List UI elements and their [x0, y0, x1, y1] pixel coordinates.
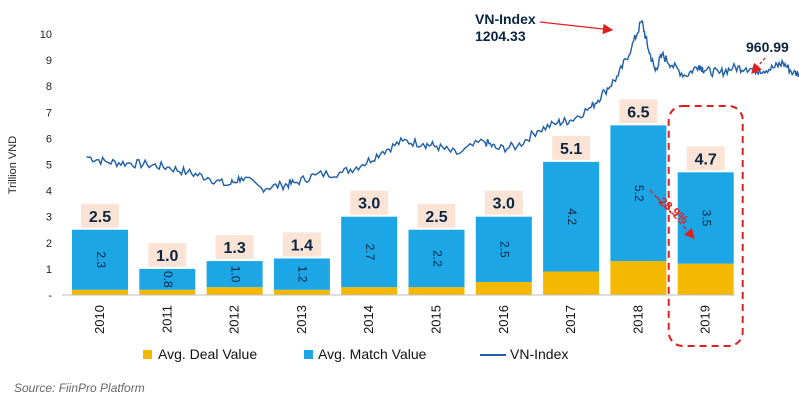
match-value-label: 2.5 — [498, 241, 512, 258]
y-tick-label: 8 — [46, 81, 52, 93]
match-value-label: 2.7 — [363, 244, 377, 261]
legend-swatch-deal — [143, 350, 152, 359]
y-tick-label: 3 — [46, 212, 52, 224]
match-value-label: 2.3 — [94, 251, 108, 268]
bar-deal-value — [543, 272, 599, 295]
y-tick-label: 5 — [46, 160, 52, 172]
legend: Avg. Deal Value Avg. Match Value VN-Index — [143, 346, 568, 362]
bar-deal-value — [139, 290, 195, 295]
match-value-label: 0.8 — [161, 271, 175, 288]
y-tick-label: 9 — [46, 55, 52, 67]
bar-deal-value — [409, 287, 465, 295]
match-value-label: 2.2 — [430, 250, 444, 267]
bar-deal-value — [274, 290, 330, 295]
match-value-label: 4.2 — [565, 208, 579, 225]
y-tick-label: 7 — [46, 107, 52, 119]
x-tick-label: 2012 — [227, 305, 242, 334]
x-tick-label: 2017 — [563, 305, 578, 334]
y-tick-label: 1 — [46, 264, 52, 276]
legend-label-index: VN-Index — [510, 346, 568, 362]
y-axis-title: Trillion VND — [7, 136, 19, 194]
bar-deal-value — [207, 287, 263, 295]
last-value-annotation: 960.99 — [746, 39, 789, 55]
match-value-label: 1.0 — [228, 266, 242, 283]
x-axis: 2010 2011 2012 2013 2014 2015 2016 2017 2018 2019 — [62, 295, 735, 334]
x-tick-label: 2010 — [92, 305, 107, 334]
total-value-label: 1.4 — [291, 237, 313, 254]
peak-annotation-value: 1204.33 — [475, 28, 526, 44]
x-tick-label: 2018 — [630, 305, 645, 334]
y-tick-label: 4 — [46, 186, 52, 198]
total-value-label: 1.0 — [156, 248, 178, 265]
peak-annotation-label: VN-Index — [475, 11, 536, 27]
source-note: Source: FiinPro Platform — [14, 381, 145, 395]
peak-arrow — [540, 22, 612, 30]
total-value-label: 4.7 — [695, 151, 717, 168]
total-value-label: 3.0 — [358, 196, 380, 213]
bar-deal-value — [72, 290, 128, 295]
total-value-label: 2.5 — [89, 209, 111, 226]
y-tick-label: - — [48, 290, 52, 302]
bar-deal-value — [678, 264, 734, 295]
legend-swatch-match — [304, 350, 313, 359]
x-tick-label: 2014 — [361, 305, 376, 334]
y-tick-label: 6 — [46, 133, 52, 145]
total-value-label: 5.1 — [560, 141, 582, 158]
match-value-label: 3.5 — [700, 210, 714, 227]
match-value-label: 5.2 — [632, 185, 646, 202]
x-tick-label: 2011 — [159, 305, 174, 333]
match-value-label: 1.2 — [296, 266, 310, 283]
y-axis: - 1 2 3 4 5 6 7 8 9 10 — [40, 29, 53, 302]
total-value-label: 1.3 — [223, 240, 245, 257]
y-tick-label: 2 — [46, 238, 52, 250]
x-tick-label: 2019 — [698, 305, 713, 334]
bar-deal-value — [610, 261, 666, 295]
total-value-label: 3.0 — [493, 196, 515, 213]
x-tick-label: 2016 — [496, 305, 511, 334]
legend-label-deal: Avg. Deal Value — [158, 346, 257, 362]
bar-deal-value — [476, 282, 532, 295]
y-tick-label: 10 — [40, 29, 52, 41]
total-value-label: 2.5 — [425, 209, 447, 226]
x-tick-label: 2015 — [429, 305, 444, 334]
bars-layer — [72, 125, 734, 295]
bar-deal-value — [341, 287, 397, 295]
x-tick-label: 2013 — [294, 305, 309, 334]
legend-label-match: Avg. Match Value — [318, 346, 427, 362]
total-value-label: 6.5 — [627, 104, 649, 121]
